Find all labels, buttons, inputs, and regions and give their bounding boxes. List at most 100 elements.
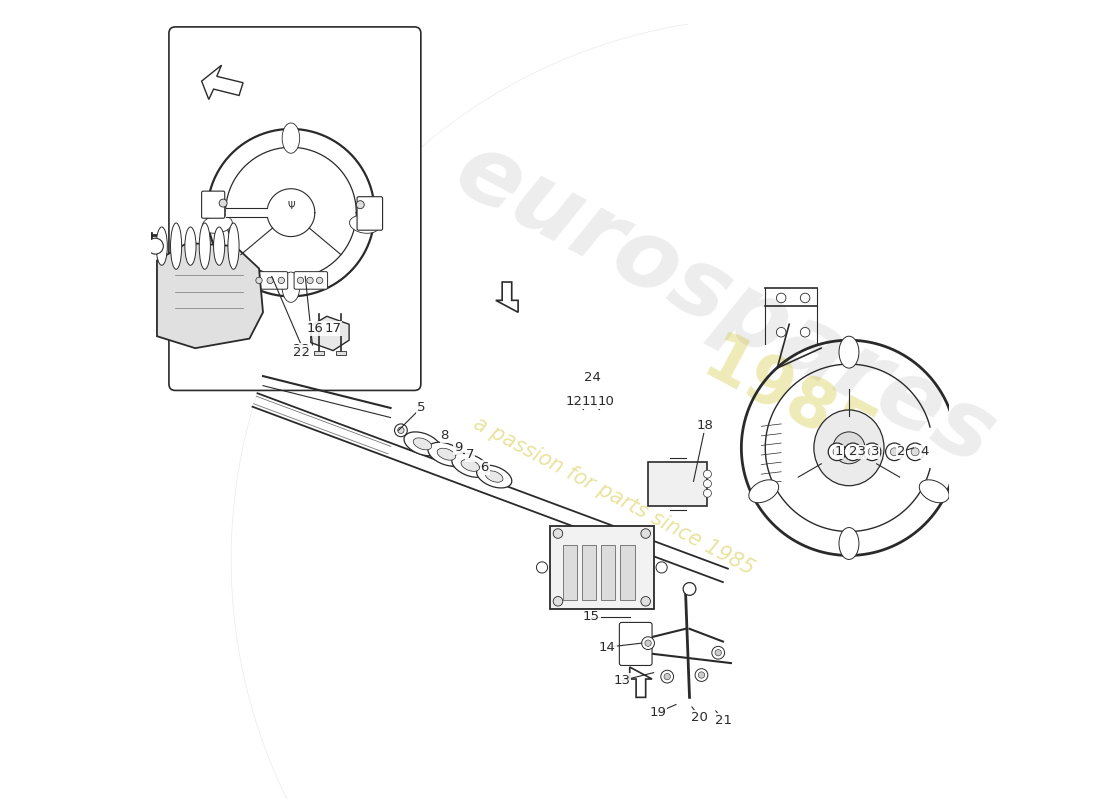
Text: 2: 2 <box>896 446 905 458</box>
Ellipse shape <box>282 272 299 302</box>
Ellipse shape <box>282 123 299 154</box>
Circle shape <box>704 480 712 488</box>
Ellipse shape <box>485 471 503 482</box>
Text: 4: 4 <box>921 446 928 458</box>
Text: 17: 17 <box>324 322 342 334</box>
Circle shape <box>844 443 861 461</box>
Ellipse shape <box>814 410 884 486</box>
Circle shape <box>641 529 650 538</box>
Text: 8: 8 <box>441 430 449 442</box>
Circle shape <box>864 443 881 461</box>
Ellipse shape <box>170 223 182 270</box>
Ellipse shape <box>428 442 465 466</box>
Bar <box>620 546 635 600</box>
FancyBboxPatch shape <box>294 272 328 289</box>
Circle shape <box>704 470 712 478</box>
Circle shape <box>656 562 668 573</box>
Circle shape <box>641 597 650 606</box>
Circle shape <box>356 201 364 209</box>
Ellipse shape <box>213 227 224 266</box>
Circle shape <box>317 278 322 284</box>
Circle shape <box>307 278 314 284</box>
Text: 23: 23 <box>849 446 866 458</box>
Text: 1: 1 <box>834 446 843 458</box>
Ellipse shape <box>437 448 455 460</box>
Circle shape <box>267 278 274 284</box>
Text: 3: 3 <box>871 446 880 458</box>
Text: eurospares: eurospares <box>440 123 1011 486</box>
Circle shape <box>297 278 304 284</box>
Polygon shape <box>201 65 243 99</box>
Circle shape <box>395 424 407 437</box>
Circle shape <box>278 278 285 284</box>
Circle shape <box>833 448 842 456</box>
Circle shape <box>641 637 654 650</box>
Text: 16: 16 <box>307 322 323 334</box>
Circle shape <box>886 443 903 461</box>
Text: 5: 5 <box>417 402 425 414</box>
Text: Ψ: Ψ <box>287 202 295 211</box>
Polygon shape <box>629 667 652 698</box>
Circle shape <box>219 199 227 207</box>
Ellipse shape <box>920 480 949 502</box>
Text: 22: 22 <box>293 346 310 358</box>
Text: 9: 9 <box>454 442 462 454</box>
Text: 21: 21 <box>715 714 733 727</box>
FancyBboxPatch shape <box>358 197 383 230</box>
Circle shape <box>645 640 651 646</box>
Polygon shape <box>311 316 349 350</box>
Circle shape <box>777 293 786 302</box>
Ellipse shape <box>452 454 488 478</box>
Text: 1985: 1985 <box>692 327 887 473</box>
FancyBboxPatch shape <box>619 622 652 666</box>
Text: 10: 10 <box>597 395 614 408</box>
Circle shape <box>553 529 563 538</box>
Text: 22: 22 <box>293 343 310 356</box>
Ellipse shape <box>199 223 210 270</box>
Circle shape <box>801 327 810 337</box>
Bar <box>563 546 578 600</box>
Ellipse shape <box>839 336 859 368</box>
Text: 14: 14 <box>600 641 616 654</box>
Text: a passion for parts since 1985: a passion for parts since 1985 <box>470 413 758 578</box>
Circle shape <box>777 327 786 337</box>
Circle shape <box>828 443 846 461</box>
Circle shape <box>712 646 725 659</box>
Polygon shape <box>157 243 263 348</box>
Circle shape <box>906 443 924 461</box>
Bar <box>337 350 345 355</box>
Bar <box>648 462 707 506</box>
Ellipse shape <box>461 459 480 471</box>
Circle shape <box>683 582 696 595</box>
Circle shape <box>661 670 673 683</box>
Circle shape <box>147 238 163 254</box>
Ellipse shape <box>185 227 196 266</box>
Bar <box>601 546 615 600</box>
Circle shape <box>890 448 899 456</box>
Circle shape <box>398 427 404 434</box>
Text: 20: 20 <box>692 710 708 724</box>
Text: 15: 15 <box>583 610 600 623</box>
Text: 11: 11 <box>582 395 598 408</box>
Ellipse shape <box>839 527 859 559</box>
Circle shape <box>833 432 865 464</box>
Circle shape <box>553 597 563 606</box>
Ellipse shape <box>202 215 232 234</box>
Ellipse shape <box>156 227 167 266</box>
Circle shape <box>715 650 722 656</box>
Circle shape <box>664 674 670 680</box>
Text: 18: 18 <box>697 419 714 432</box>
Bar <box>314 350 323 355</box>
Circle shape <box>256 278 262 284</box>
Ellipse shape <box>414 438 431 450</box>
Circle shape <box>911 448 920 456</box>
Ellipse shape <box>404 432 441 456</box>
Polygon shape <box>496 282 518 312</box>
Text: 19: 19 <box>649 706 667 719</box>
Text: 6: 6 <box>481 462 488 474</box>
Ellipse shape <box>749 480 779 502</box>
Circle shape <box>704 490 712 498</box>
Text: 12: 12 <box>565 395 582 408</box>
Circle shape <box>698 672 705 678</box>
Circle shape <box>537 562 548 573</box>
